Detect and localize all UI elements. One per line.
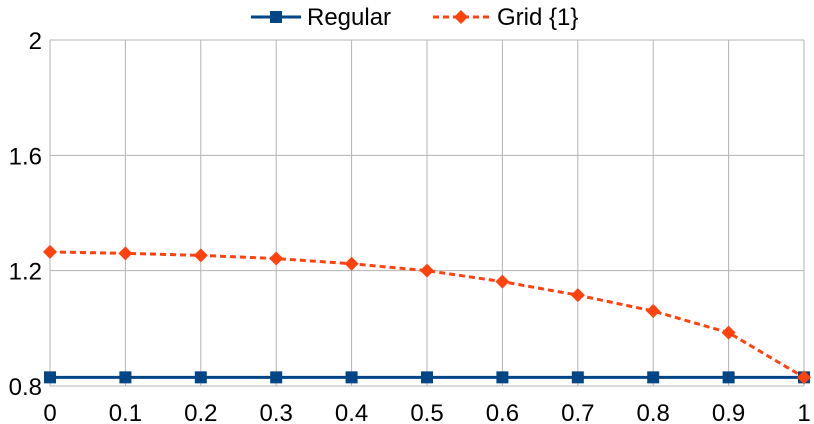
data-point xyxy=(43,244,57,259)
legend-marker xyxy=(270,11,282,23)
x-tick-label: 0 xyxy=(43,400,56,424)
legend-marker xyxy=(454,10,468,24)
data-point xyxy=(646,304,661,319)
x-tick-label: 1 xyxy=(797,400,810,424)
x-tick-label: 0.7 xyxy=(561,400,594,424)
axes: 0.8 1.2 1.6 2 0 0.1 0.2 0.3 0.4 0.5 0.6 0.7 0.8 0.9 1 xyxy=(9,28,811,424)
data-point xyxy=(44,371,56,384)
data-point xyxy=(119,371,132,384)
data-point xyxy=(421,371,433,384)
x-tick-label: 0.2 xyxy=(184,400,217,424)
x-tick-label: 0.5 xyxy=(410,400,443,424)
data-point xyxy=(194,371,207,384)
data-series xyxy=(43,244,811,385)
data-point xyxy=(570,288,585,303)
legend: Regular Grid {1} xyxy=(251,4,578,31)
x-tick-label: 0.9 xyxy=(712,400,745,424)
data-point xyxy=(571,371,584,384)
x-tick-label: 0.4 xyxy=(335,400,368,424)
data-point xyxy=(193,248,208,263)
data-point xyxy=(118,246,133,261)
data-point xyxy=(721,325,736,340)
data-point xyxy=(269,251,284,266)
data-point xyxy=(797,370,811,385)
x-tick-label: 0.3 xyxy=(260,400,293,424)
series-line xyxy=(49,250,805,379)
series-2 xyxy=(43,244,811,385)
data-point xyxy=(270,371,283,384)
x-tick-label: 0.6 xyxy=(486,400,519,424)
legend-item: Regular xyxy=(251,4,391,31)
data-point xyxy=(496,371,509,384)
y-tick-label: 1.2 xyxy=(9,259,42,286)
y-tick-label: 0.8 xyxy=(9,374,42,401)
legend-label: Grid {1} xyxy=(497,4,578,31)
data-point xyxy=(420,263,434,278)
data-point xyxy=(345,371,358,384)
legend-item: Grid {1} xyxy=(433,4,578,31)
data-point xyxy=(344,256,359,271)
series-1 xyxy=(44,371,810,384)
y-tick-label: 1.6 xyxy=(9,143,42,170)
data-point xyxy=(495,274,510,289)
x-tick-label: 0.8 xyxy=(637,400,670,424)
data-point xyxy=(722,371,735,384)
y-tick-label: 2 xyxy=(29,28,42,55)
legend-label: Regular xyxy=(307,4,391,31)
data-point xyxy=(647,371,660,384)
x-tick-label: 0.1 xyxy=(109,400,142,424)
grid-lines xyxy=(49,39,805,387)
